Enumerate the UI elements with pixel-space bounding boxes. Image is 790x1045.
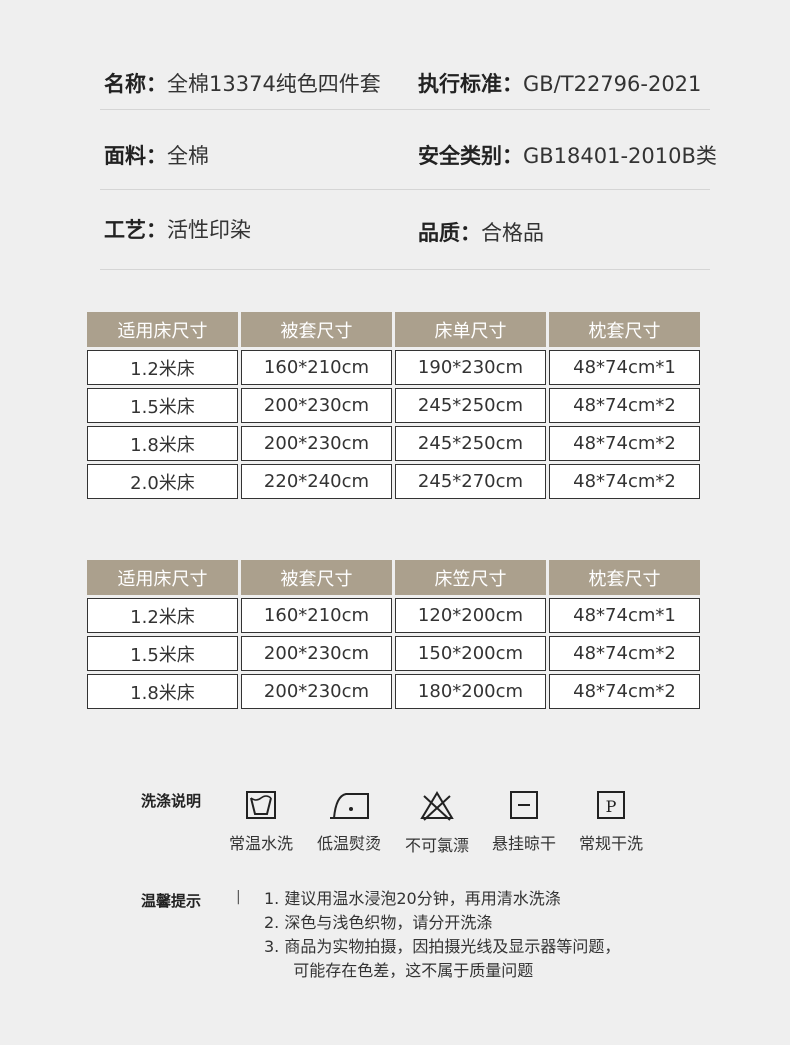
care-item: 常温水洗 bbox=[216, 790, 306, 854]
care-item: 低温熨烫 bbox=[304, 790, 394, 854]
column-header: 被套尺寸 bbox=[241, 560, 392, 595]
size-table-sheet: 适用床尺寸 被套尺寸 床单尺寸 枕套尺寸 1.2米床 160*210cm 190*230cm… bbox=[84, 309, 703, 502]
table-cell: 48*74cm*2 bbox=[549, 388, 700, 423]
table-cell: 160*210cm bbox=[241, 350, 392, 385]
table-row: 1.8米床 200*230cm 245*250cm 48*74cm*2 bbox=[87, 426, 700, 461]
spec-quality: 品质：合格品 bbox=[418, 221, 544, 245]
divider bbox=[100, 109, 710, 110]
table-cell: 1.8米床 bbox=[87, 674, 238, 709]
spec-safety: 安全类别：GB18401-2010B类 bbox=[418, 144, 717, 168]
wash-tub-icon bbox=[246, 791, 276, 819]
column-header: 被套尺寸 bbox=[241, 312, 392, 347]
column-header: 枕套尺寸 bbox=[549, 560, 700, 595]
table-row: 1.5米床 200*230cm 150*200cm 48*74cm*2 bbox=[87, 636, 700, 671]
table-cell: 1.5米床 bbox=[87, 388, 238, 423]
column-header: 床单尺寸 bbox=[395, 312, 546, 347]
table-row: 1.8米床 200*230cm 180*200cm 48*74cm*2 bbox=[87, 674, 700, 709]
tip-line: 可能存在色差，这不属于质量问题 bbox=[278, 961, 534, 980]
table-cell: 1.2米床 bbox=[87, 598, 238, 633]
iron-low-icon bbox=[330, 793, 369, 819]
table-cell: 200*230cm bbox=[241, 674, 392, 709]
tips-title: 温馨提示 bbox=[141, 892, 202, 910]
table-cell: 245*250cm bbox=[395, 388, 546, 423]
table-cell: 48*74cm*2 bbox=[549, 674, 700, 709]
table-row: 1.2米床 160*210cm 120*200cm 48*74cm*1 bbox=[87, 598, 700, 633]
care-title: 洗涤说明 bbox=[141, 792, 202, 810]
table-cell: 160*210cm bbox=[241, 598, 392, 633]
svg-text:P: P bbox=[606, 797, 617, 816]
tips-list: 1. 建议用温水浸泡20分钟，再用清水洗涤 2. 深色与浅色织物，请分开洗涤 3… bbox=[264, 887, 620, 983]
tip-line: 3. 商品为实物拍摄，因拍摄光线及显示器等问题， bbox=[264, 937, 621, 956]
spec-standard: 执行标准：GB/T22796-2021 bbox=[418, 72, 702, 96]
spec-fabric: 面料：全棉 bbox=[104, 144, 209, 168]
table-cell: 150*200cm bbox=[395, 636, 546, 671]
care-item: 悬挂晾干 bbox=[479, 790, 569, 854]
no-bleach-icon bbox=[420, 791, 454, 821]
table-cell: 200*230cm bbox=[241, 426, 392, 461]
tips-separator: | bbox=[236, 889, 241, 905]
table-cell: 190*230cm bbox=[395, 350, 546, 385]
table-row: 1.2米床 160*210cm 190*230cm 48*74cm*1 bbox=[87, 350, 700, 385]
table-row: 1.5米床 200*230cm 245*250cm 48*74cm*2 bbox=[87, 388, 700, 423]
table-cell: 48*74cm*2 bbox=[549, 426, 700, 461]
dry-clean-p-icon: P bbox=[597, 791, 625, 819]
column-header: 适用床尺寸 bbox=[87, 560, 238, 595]
column-header: 床笠尺寸 bbox=[395, 560, 546, 595]
spec-process: 工艺：活性印染 bbox=[104, 218, 251, 242]
table-cell: 48*74cm*2 bbox=[549, 464, 700, 499]
tip-line: 1. 建议用温水浸泡20分钟，再用清水洗涤 bbox=[264, 889, 561, 908]
table-cell: 180*200cm bbox=[395, 674, 546, 709]
size-table-fitted: 适用床尺寸 被套尺寸 床笠尺寸 枕套尺寸 1.2米床 160*210cm 120*200cm… bbox=[84, 557, 703, 712]
table-cell: 220*240cm bbox=[241, 464, 392, 499]
table-cell: 2.0米床 bbox=[87, 464, 238, 499]
table-header-row: 适用床尺寸 被套尺寸 床笠尺寸 枕套尺寸 bbox=[87, 560, 700, 595]
table-cell: 1.5米床 bbox=[87, 636, 238, 671]
table-cell: 200*230cm bbox=[241, 388, 392, 423]
table-cell: 48*74cm*1 bbox=[549, 598, 700, 633]
table-cell: 1.2米床 bbox=[87, 350, 238, 385]
table-header-row: 适用床尺寸 被套尺寸 床单尺寸 枕套尺寸 bbox=[87, 312, 700, 347]
table-row: 2.0米床 220*240cm 245*270cm 48*74cm*2 bbox=[87, 464, 700, 499]
table-cell: 120*200cm bbox=[395, 598, 546, 633]
table-cell: 245*270cm bbox=[395, 464, 546, 499]
column-header: 适用床尺寸 bbox=[87, 312, 238, 347]
spec-name: 名称：全棉13374纯色四件套 bbox=[104, 72, 381, 96]
column-header: 枕套尺寸 bbox=[549, 312, 700, 347]
divider bbox=[100, 189, 710, 190]
care-item: 不可氯漂 bbox=[392, 790, 482, 856]
care-item: P 常规干洗 bbox=[566, 790, 656, 854]
table-cell: 1.8米床 bbox=[87, 426, 238, 461]
table-cell: 200*230cm bbox=[241, 636, 392, 671]
tip-line: 2. 深色与浅色织物，请分开洗涤 bbox=[264, 913, 493, 932]
divider bbox=[100, 269, 710, 270]
table-cell: 48*74cm*1 bbox=[549, 350, 700, 385]
table-cell: 48*74cm*2 bbox=[549, 636, 700, 671]
line-dry-icon bbox=[510, 791, 538, 819]
table-cell: 245*250cm bbox=[395, 426, 546, 461]
